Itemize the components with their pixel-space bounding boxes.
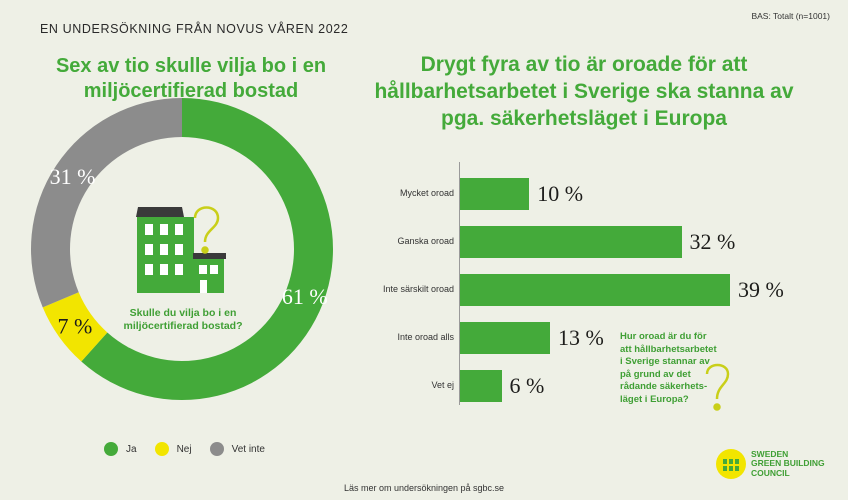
donut-slice-nej (42, 292, 108, 362)
question-mark-icon (705, 363, 730, 411)
bar-value-label: 32 % (689, 229, 736, 254)
legend-label: Ja (126, 443, 137, 455)
legend-swatch (154, 442, 169, 456)
left-chart-title: Sex av tio skulle vilja bo i en miljöcer… (55, 55, 327, 102)
logo-line: COUNCIL (751, 467, 790, 478)
donut-label-ja: 61 % (282, 284, 328, 309)
bar-category-label: Inte oroad alls (397, 332, 454, 342)
base-label: BAS: Totalt (n=1001) (751, 11, 830, 21)
legend-item-nej: Nej (154, 442, 192, 456)
bar-value-label: 39 % (738, 277, 784, 302)
bar-value-label: 13 % (558, 325, 604, 350)
question-mark-icon (193, 206, 220, 254)
bar-value-label: 6 % (509, 373, 545, 398)
bar (460, 226, 682, 258)
donut-slice-ja (81, 98, 333, 400)
footer-text: Läs mer om undersökningen på sgbc.se (343, 483, 505, 493)
legend-label: Nej (176, 443, 192, 455)
bar (460, 322, 550, 354)
bar-axis (459, 162, 460, 405)
sgbc-logo-icon (716, 449, 746, 479)
legend-label: Vet inte (231, 443, 265, 455)
bar (460, 370, 502, 402)
legend-item-vet-inte: Vet inte (209, 442, 265, 456)
bar-category-label: Ganska oroad (397, 236, 454, 246)
logo-line: SWEDEN (751, 448, 789, 459)
bar-question: Hur oroad är du för att hållbarhetsarbet… (620, 331, 717, 405)
sgbc-logo-text: SWEDEN GREEN BUILDING COUNCIL (751, 448, 825, 479)
bar (460, 178, 530, 210)
sgbc-logo: SWEDEN GREEN BUILDING COUNCIL (716, 449, 825, 479)
bar-category-label: Mycket oroad (399, 188, 454, 198)
bar-category-label: Inte särskilt oroad (382, 284, 454, 294)
donut-label-vet-inte: 31 % (50, 164, 96, 189)
legend-item-ja: Ja (104, 442, 137, 456)
survey-label: EN UNDERSÖKNING FRÅN NOVUS VÅREN 2022 (40, 22, 349, 36)
donut-slice-vet-inte (31, 98, 183, 308)
legend-swatch (209, 442, 224, 456)
donut-legend: Ja Nej Vet inte (104, 440, 283, 458)
right-chart-title: Drygt fyra av tio är oroade för att håll… (374, 53, 794, 130)
bar (460, 274, 730, 306)
logo-line: GREEN BUILDING (751, 458, 825, 469)
bar-value-label: 10 % (537, 181, 584, 206)
apartment-building-icon (136, 207, 226, 293)
legend-swatch (104, 442, 118, 456)
donut-label-nej: 7 % (57, 313, 92, 338)
bar-category-label: Vet ej (431, 380, 454, 390)
donut-question: Skulle du vilja bo i en miljöcertifierad… (123, 307, 243, 332)
